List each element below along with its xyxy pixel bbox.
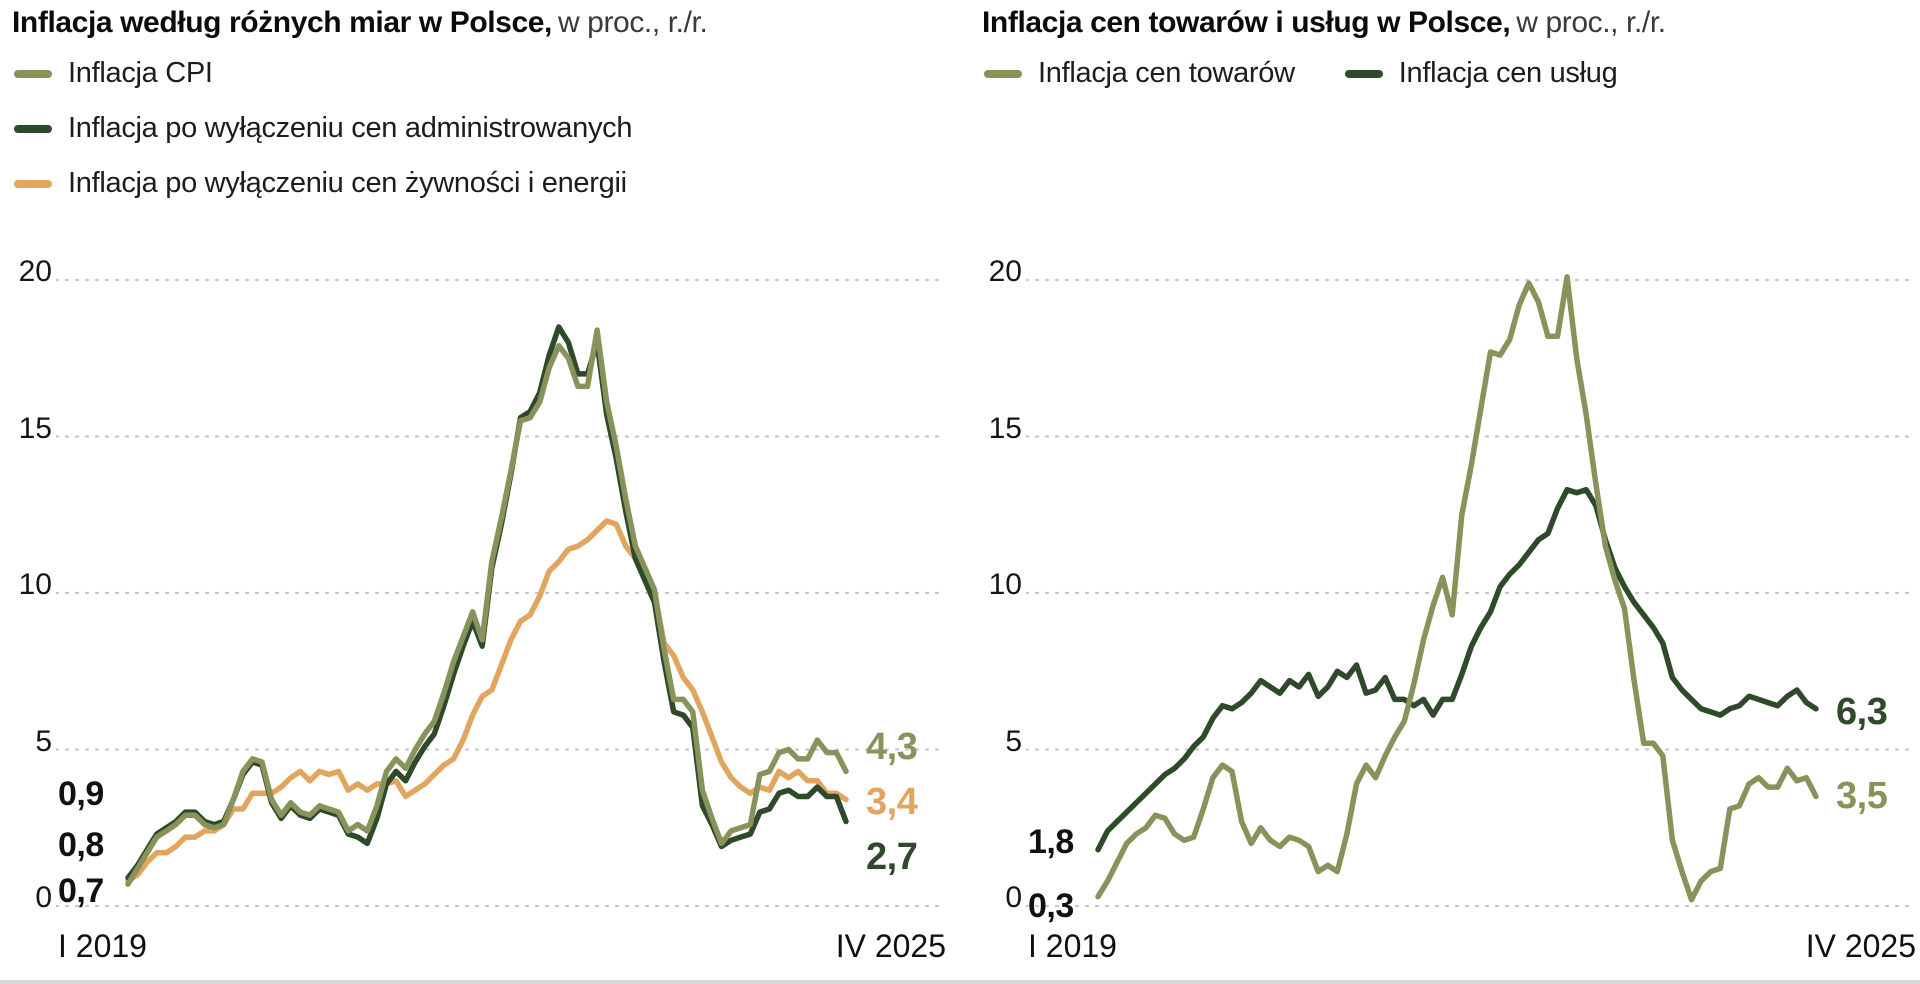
legend-item-ex-food-energy: Inflacja po wyłączeniu cen żywności i en… (14, 156, 632, 211)
series-end-value: 6,3 (1836, 691, 1888, 733)
legend-label: Inflacja po wyłączeniu cen żywności i en… (68, 167, 627, 199)
y-tick-label: 5 (1005, 724, 1022, 758)
x-axis-label-start: I 2019 (1028, 928, 1117, 964)
legend-item-services: Inflacja cen usług (1344, 46, 1618, 101)
legend-label: Inflacja po wyłączeniu cen administrowan… (68, 112, 633, 144)
chart-title-unit: w proc., r./r. (1516, 6, 1666, 39)
x-axis-label-end: IV 2025 (835, 928, 946, 964)
y-tick-label: 5 (35, 724, 52, 758)
series-end-value: 3,5 (1836, 775, 1888, 817)
legend-key-icon (14, 124, 52, 133)
y-tick-label: 20 (18, 255, 52, 288)
legend-label: Inflacja cen towarów (1038, 57, 1295, 89)
y-tick-label: 15 (988, 411, 1022, 445)
legend-label: Inflacja cen usług (1398, 57, 1618, 89)
series-end-value: 3,4 (866, 781, 918, 823)
y-tick-label: 10 (18, 568, 52, 601)
y-tick-label: 10 (988, 568, 1022, 601)
line-chart-canvas (56, 278, 946, 908)
x-axis-label-end: IV 2025 (1805, 928, 1916, 964)
legend-item-goods: Inflacja cen towarów (984, 46, 1295, 101)
series-start-value: 1,8 (1028, 823, 1074, 861)
series-start-value: 0,3 (1028, 887, 1074, 925)
legend: Inflacja CPI Inflacja po wyłączeniu cen … (14, 46, 632, 211)
legend-key-icon (14, 179, 52, 188)
plot-area: 20 15 10 5 0 1,8 0,3 6,3 3,5 I 2019 IV 2… (970, 250, 1920, 980)
x-axis-label-start: I 2019 (58, 928, 147, 964)
chart-goods-services: Inflacja cen towarów i usług w Polsce, w … (970, 0, 1920, 984)
y-tick-label: 15 (18, 411, 52, 445)
legend-item-ex-administered: Inflacja po wyłączeniu cen administrowan… (14, 101, 632, 156)
series-start-value: 0,8 (58, 826, 104, 864)
series-start-value: 0,9 (58, 775, 104, 813)
line-chart-canvas (1026, 274, 1916, 908)
series-end-value: 2,7 (866, 836, 918, 878)
chart-title-unit: w proc., r./r. (557, 6, 708, 39)
chart-title: Inflacja cen towarów i usług w Polsce, w … (982, 6, 1666, 40)
legend-label: Inflacja CPI (68, 57, 213, 89)
chart-title: Inflacja według różnych miar w Polsce, w … (12, 6, 708, 40)
y-tick-label: 0 (35, 881, 52, 914)
bottom-divider (0, 980, 1920, 984)
plot-area: 20 15 10 5 0 0,9 0,8 0,7 4,3 3,4 2,7 I 2… (0, 250, 950, 980)
chart-title-main: Inflacja według różnych miar w Polsce, (12, 6, 552, 39)
legend: Inflacja cen towarów Inflacja cen usług (984, 46, 1618, 101)
legend-key-icon (984, 69, 1022, 78)
chart-inflation-measures: Inflacja według różnych miar w Polsce, w … (0, 0, 950, 984)
chart-title-main: Inflacja cen towarów i usług w Polsce, (982, 6, 1511, 39)
legend-key-icon (14, 69, 52, 78)
series-end-value: 4,3 (866, 726, 918, 768)
legend-key-icon (1344, 69, 1383, 78)
series-start-value: 0,7 (58, 872, 104, 910)
y-tick-label: 20 (988, 255, 1022, 288)
legend-item-cpi: Inflacja CPI (14, 46, 632, 101)
y-tick-label: 0 (1005, 881, 1022, 914)
